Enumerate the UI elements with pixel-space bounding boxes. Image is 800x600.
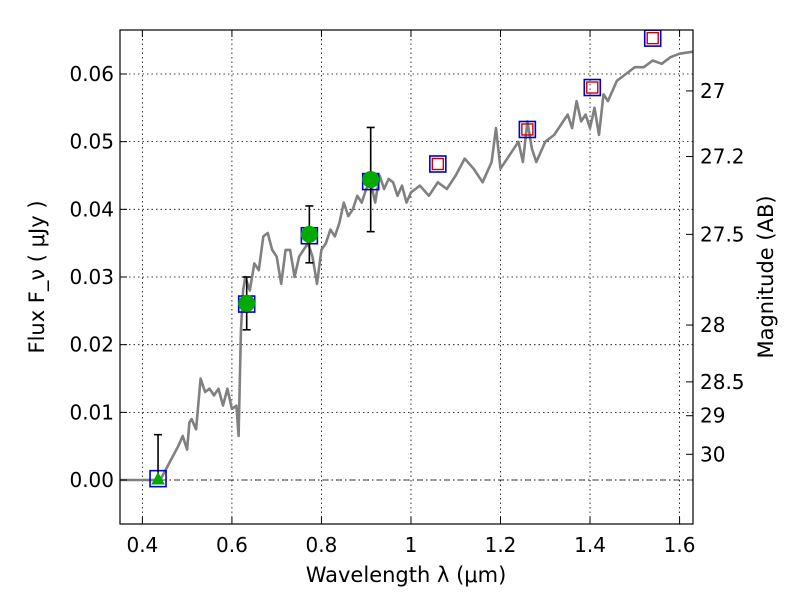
x-tick-label: 1: [405, 533, 418, 557]
y-tick-label: 0.00: [69, 468, 114, 492]
model-photometry-ir-square: [586, 81, 599, 94]
x-axis-label-text: Wavelength λ (μm): [306, 563, 507, 587]
y-tick-label: 0.06: [69, 62, 114, 86]
x-axis-label: Wavelength λ (μm): [306, 563, 507, 587]
magnitude-tick-label: 28.5: [700, 370, 745, 394]
magnitude-tick-label: 29: [700, 404, 725, 428]
magnitude-tick-label: 27: [700, 79, 725, 103]
y-tick-label: 0.04: [69, 197, 114, 221]
x-tick-label: 1.4: [574, 533, 606, 557]
x-tick-label: 1.6: [664, 533, 696, 557]
model-photometry-ir-square: [521, 123, 534, 136]
x-tick-label: 0.8: [306, 533, 338, 557]
y-tick-label: 0.03: [69, 265, 114, 289]
model-photometry-square: [583, 78, 602, 97]
model-photometry-square: [518, 120, 537, 139]
model-photometry-ir-square: [431, 157, 445, 171]
observed-flux-point: [300, 225, 318, 243]
y-tick-label: 0.02: [69, 333, 114, 357]
x-tick-label: 1.2: [485, 533, 517, 557]
x-tick-label: 0.6: [216, 533, 248, 557]
upper-limit-triangle: [151, 471, 165, 485]
magnitude-tick-label: 27.2: [700, 145, 745, 169]
model-photometry-square: [429, 155, 447, 173]
x-tick-label: 0.4: [126, 533, 158, 557]
y-tick-label: 0.01: [69, 400, 114, 424]
magnitude-tick-label: 28: [700, 313, 725, 337]
model-photometry-ir-square: [646, 31, 659, 45]
magnitude-tick-label: 30: [700, 442, 725, 466]
observed-flux-point: [238, 294, 256, 312]
ticks: 0.4 0.6 0.8 1 1.2 1.4 1.6 0.00 0.01 0.02 0.03 0.04 0…: [69, 30, 745, 557]
y-axis-right-label: Magnitude (AB): [754, 195, 778, 358]
data-layer: [120, 30, 693, 488]
y-axis-label-text: Flux F_ν ( μJy ): [25, 200, 50, 353]
observed-flux-point: [362, 171, 380, 189]
y-axis-right-label-text: Magnitude (AB): [754, 195, 778, 358]
magnitude-tick-label: 27.5: [700, 222, 745, 246]
y-axis-label: Flux F_ν ( μJy ): [25, 200, 50, 353]
y-tick-label: 0.05: [69, 130, 114, 154]
